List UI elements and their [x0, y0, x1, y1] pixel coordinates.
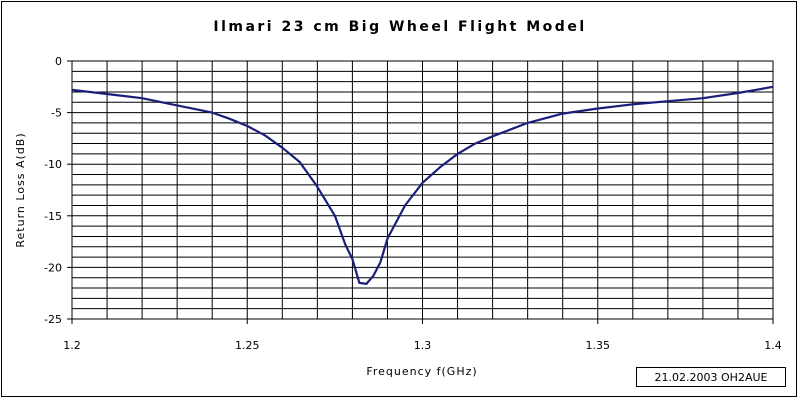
y-tick-label: -20 — [44, 261, 62, 274]
y-tick-label: -5 — [51, 107, 62, 120]
date-callsign-stamp: 21.02.2003 OH2AUE — [636, 367, 786, 387]
y-tick-label: -25 — [44, 313, 62, 326]
x-tick-label: 1.4 — [764, 339, 782, 352]
return-loss-line — [71, 85, 774, 285]
x-tick-label: 1.35 — [586, 339, 611, 352]
y-tick-label: -10 — [44, 158, 62, 171]
y-tick-label: 0 — [55, 55, 62, 68]
y-tick-label: -15 — [44, 210, 62, 223]
x-tick-label: 1.3 — [414, 339, 432, 352]
chart-title: Ilmari 23 cm Big Wheel Flight Model — [213, 19, 586, 35]
y-axis: 0 -5 -10 -15 -20 -25 — [44, 55, 72, 326]
plot-grid — [72, 61, 773, 319]
x-axis-label: Frequency f(GHz) — [366, 365, 477, 378]
x-tick-label: 1.25 — [235, 339, 260, 352]
y-axis-label: Return Loss A(dB) — [14, 132, 27, 247]
x-tick-label: 1.2 — [63, 339, 81, 352]
x-axis: 1.2 1.25 1.3 1.35 1.4 — [63, 319, 782, 352]
series-group — [71, 85, 774, 285]
